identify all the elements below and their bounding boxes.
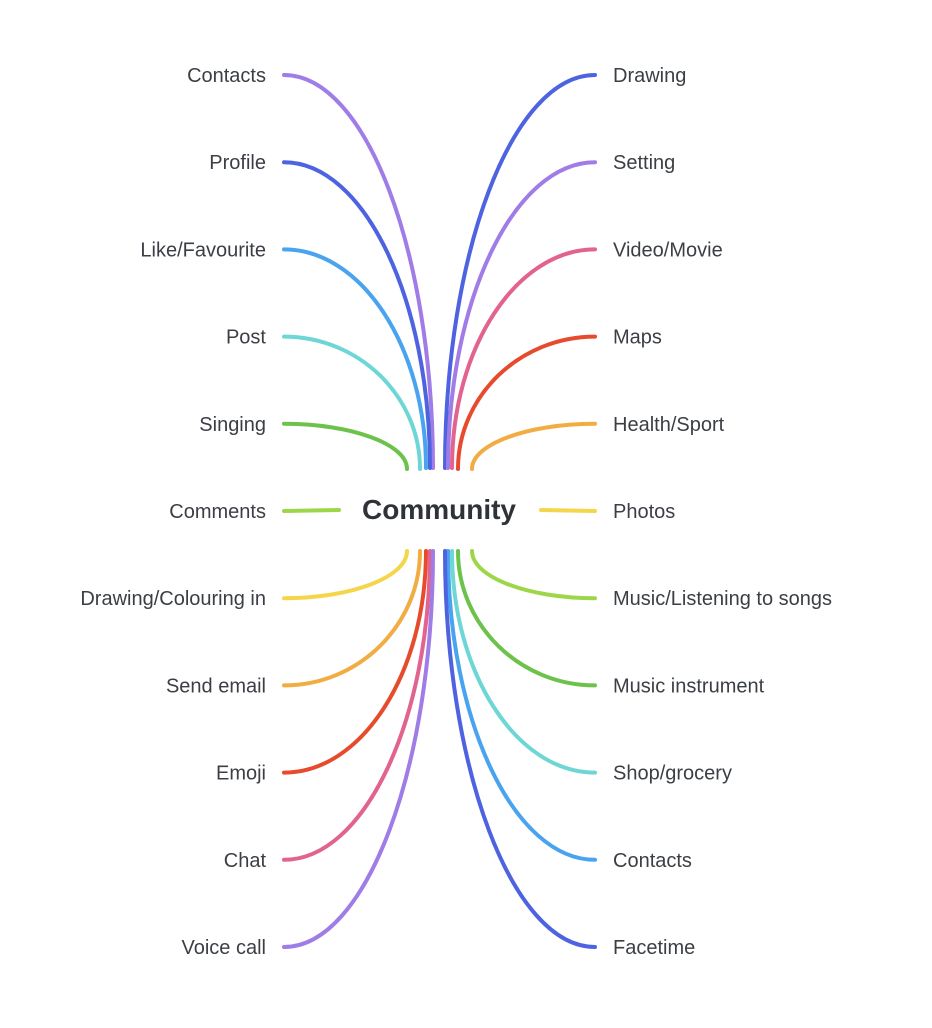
- right-branch-line-health-sport: [470, 421, 597, 471]
- right-branch-line-photos: [539, 508, 597, 513]
- left-branch-label-like-favourite[interactable]: Like/Favourite: [140, 239, 266, 261]
- left-branch-line-post: [282, 334, 422, 471]
- right-branch-line-contacts: [446, 549, 597, 862]
- right-branch-line-drawing: [443, 73, 597, 470]
- right-branch-label-shop-grocery[interactable]: Shop/grocery: [613, 763, 732, 785]
- right-branch-line-maps: [456, 334, 597, 471]
- left-branch-line-like-favourite: [282, 247, 428, 470]
- left-branch-label-comments[interactable]: Comments: [169, 501, 266, 523]
- left-branch-line-drawing-colouring-in: [282, 549, 409, 601]
- right-branch-label-health-sport[interactable]: Health/Sport: [613, 414, 725, 436]
- right-branch-label-video-movie[interactable]: Video/Movie: [613, 239, 723, 261]
- left-branch-label-voice-call[interactable]: Voice call: [182, 937, 267, 959]
- right-branch-line-setting: [446, 160, 597, 470]
- left-branch-line-voice-call: [282, 549, 435, 949]
- branch-labels: Contacts Profile Like/Favourite Post Singing…: [80, 65, 832, 959]
- left-branch-line-chat: [282, 549, 432, 862]
- branch-connectors: [282, 73, 597, 949]
- left-branch-label-emoji[interactable]: Emoji: [216, 763, 266, 785]
- right-branch-label-facetime[interactable]: Facetime: [613, 937, 695, 959]
- right-branch-line-music-instrument: [456, 549, 597, 688]
- right-branch-line-music-listening-to-songs: [470, 549, 597, 601]
- left-branch-line-send-email: [282, 549, 422, 688]
- right-branch-label-setting[interactable]: Setting: [613, 152, 675, 174]
- left-branch-label-post[interactable]: Post: [226, 327, 266, 349]
- right-branch-label-photos[interactable]: Photos: [613, 501, 675, 523]
- right-branch-label-drawing[interactable]: Drawing: [613, 65, 686, 87]
- right-branch-line-facetime: [443, 549, 597, 949]
- left-branch-line-singing: [282, 421, 409, 471]
- left-branch-label-send-email[interactable]: Send email: [166, 675, 266, 697]
- left-branch-line-comments: [282, 508, 341, 513]
- left-branch-label-contacts[interactable]: Contacts: [187, 65, 266, 87]
- left-branch-label-drawing-colouring-in[interactable]: Drawing/Colouring in: [80, 588, 266, 610]
- right-branch-label-maps[interactable]: Maps: [613, 327, 662, 349]
- central-topic[interactable]: Community: [362, 494, 516, 525]
- left-branch-label-chat[interactable]: Chat: [224, 850, 267, 872]
- right-branch-line-shop-grocery: [450, 549, 597, 775]
- left-branch-line-contacts: [282, 73, 435, 470]
- left-branch-label-profile[interactable]: Profile: [209, 152, 266, 174]
- right-branch-label-music-instrument[interactable]: Music instrument: [613, 675, 765, 697]
- left-branch-line-emoji: [282, 549, 428, 775]
- right-branch-label-music-listening-to-songs[interactable]: Music/Listening to songs: [613, 588, 832, 610]
- left-branch-label-singing[interactable]: Singing: [199, 414, 266, 436]
- right-branch-label-contacts[interactable]: Contacts: [613, 850, 692, 872]
- left-branch-line-profile: [282, 160, 432, 470]
- right-branch-line-video-movie: [450, 247, 597, 470]
